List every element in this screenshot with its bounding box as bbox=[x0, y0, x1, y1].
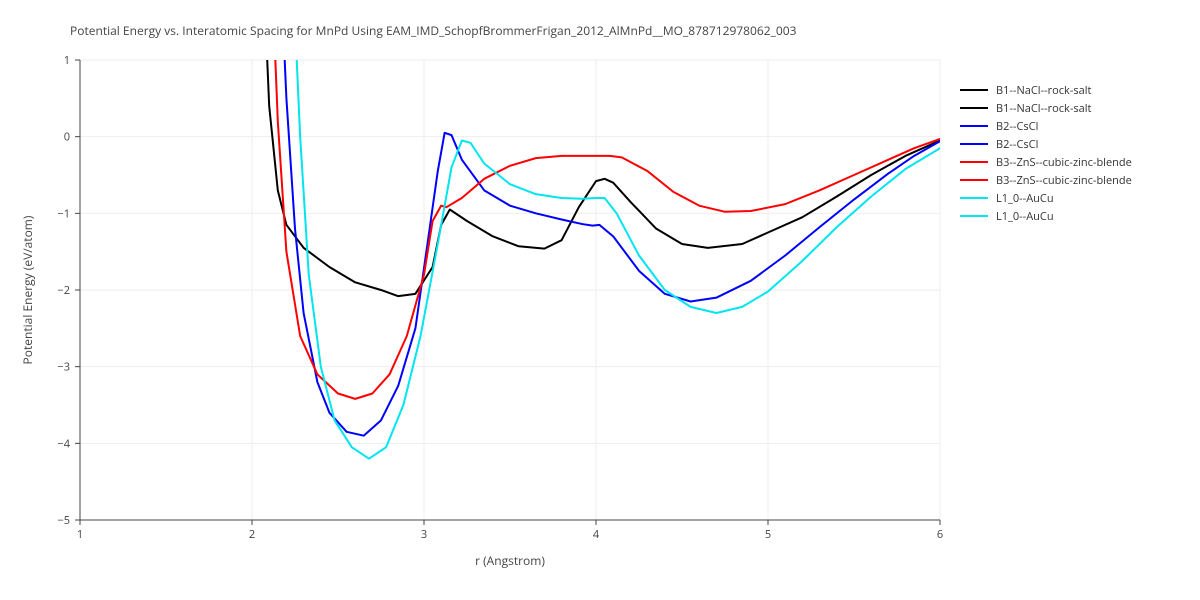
y-tick-label: −3 bbox=[57, 360, 70, 375]
x-tick-label: 4 bbox=[593, 527, 600, 542]
legend-label: B1--NaCl--rock-salt bbox=[996, 101, 1091, 116]
x-tick-label: 6 bbox=[937, 527, 943, 542]
legend-label: B3--ZnS--cubic-zinc-blende bbox=[996, 155, 1132, 170]
legend-label: B1--NaCl--rock-salt bbox=[996, 83, 1091, 98]
x-tick-label: 1 bbox=[77, 527, 83, 542]
y-tick-label: −2 bbox=[57, 283, 70, 298]
y-tick-label: −4 bbox=[57, 436, 70, 451]
y-tick-label: 1 bbox=[64, 53, 70, 68]
legend-label: B2--CsCl bbox=[996, 119, 1038, 134]
x-tick-label: 3 bbox=[421, 527, 427, 542]
legend-label: B3--ZnS--cubic-zinc-blende bbox=[996, 173, 1132, 188]
y-tick-label: −1 bbox=[57, 206, 70, 221]
y-axis-label: Potential Energy (eV/atom) bbox=[19, 215, 36, 364]
x-tick-label: 5 bbox=[765, 527, 771, 542]
chart-svg: Potential Energy vs. Interatomic Spacing… bbox=[0, 0, 1200, 600]
legend-label: L1_0--AuCu bbox=[996, 209, 1054, 224]
legend-label: L1_0--AuCu bbox=[996, 191, 1054, 206]
legend-label: B2--CsCl bbox=[996, 137, 1038, 152]
y-tick-label: −5 bbox=[57, 513, 70, 528]
x-tick-label: 2 bbox=[249, 527, 255, 542]
chart-title: Potential Energy vs. Interatomic Spacing… bbox=[70, 22, 797, 39]
x-axis-label: r (Angstrom) bbox=[475, 552, 545, 569]
chart-container: Potential Energy vs. Interatomic Spacing… bbox=[0, 0, 1200, 600]
y-tick-label: 0 bbox=[64, 130, 70, 145]
